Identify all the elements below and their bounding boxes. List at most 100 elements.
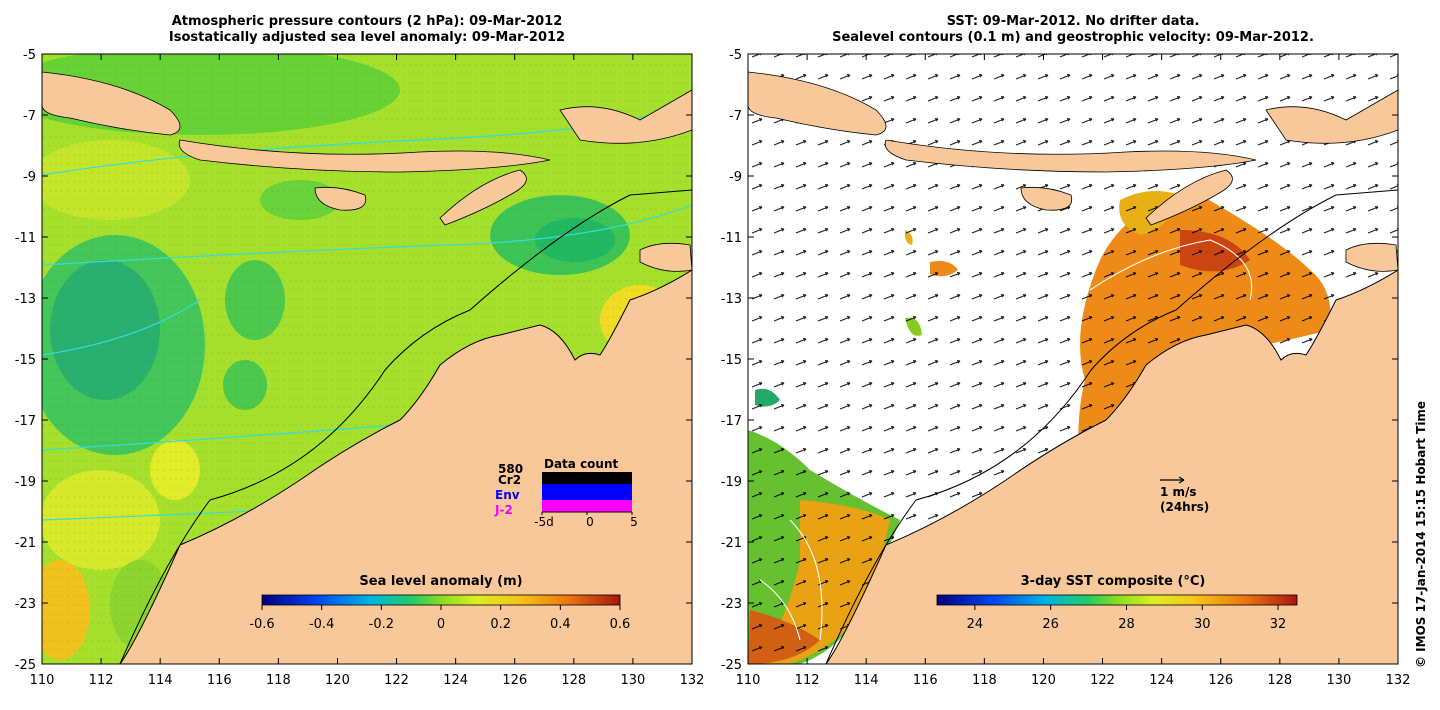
y-tick-label: -11 bbox=[721, 231, 742, 246]
island-east bbox=[559, 89, 692, 144]
y-tick-label: -5 bbox=[729, 48, 742, 63]
data-count-inset: Data count 580 Cr2 Env J-2 -5d 0 5 bbox=[494, 457, 638, 529]
x-tick-label: 116 bbox=[913, 673, 938, 688]
x-tick-label: 110 bbox=[736, 673, 761, 688]
y-tick-label: -17 bbox=[721, 414, 742, 429]
x-tick-label: 110 bbox=[30, 673, 55, 688]
island-sumba bbox=[314, 186, 367, 211]
colorbar-tick-label: 26 bbox=[1042, 617, 1059, 632]
x-tick-label: 130 bbox=[1326, 673, 1351, 688]
island-tanimbar bbox=[639, 242, 692, 272]
colorbar-tick-label: 32 bbox=[1270, 617, 1287, 632]
y-tick-label: -7 bbox=[729, 109, 742, 124]
x-tick-label: 116 bbox=[207, 673, 232, 688]
data-count-label-cr2: Cr2 bbox=[498, 473, 521, 487]
y-tick-label: -15 bbox=[15, 353, 36, 368]
island-timor bbox=[439, 169, 527, 226]
island-java bbox=[42, 71, 181, 136]
x-tick-label: 114 bbox=[854, 673, 879, 688]
y-tick-label: -5 bbox=[23, 48, 36, 63]
y-tick-label: -13 bbox=[721, 292, 742, 307]
colorbar-tick-label: 0.4 bbox=[550, 617, 571, 632]
bathymetry-contour bbox=[825, 189, 1398, 664]
x-tick-label: 112 bbox=[89, 673, 114, 688]
right-title-line1: SST: 09-Mar-2012. No drifter data. bbox=[946, 14, 1200, 29]
credit-text: © IMOS 17-Jan-2014 15:15 Hobart Time bbox=[1414, 400, 1428, 668]
left-colorbar bbox=[261, 594, 621, 606]
colorbar-tick-label: 24 bbox=[967, 617, 984, 632]
colorbar-tick-label: 0 bbox=[437, 617, 445, 632]
x-tick-label: 124 bbox=[443, 673, 468, 688]
x-tick-label: 132 bbox=[680, 673, 705, 688]
x-tick-label: 120 bbox=[325, 673, 350, 688]
y-tick-label: -11 bbox=[15, 231, 36, 246]
y-tick-label: -19 bbox=[15, 475, 36, 490]
bathymetry-contour bbox=[119, 189, 692, 664]
island-chain bbox=[178, 139, 551, 173]
velocity-scale-sublabel: (24hrs) bbox=[1160, 500, 1209, 514]
y-tick-label: -9 bbox=[23, 170, 36, 185]
colorbar-tick-label: -0.4 bbox=[309, 617, 334, 632]
x-tick-label: 126 bbox=[502, 673, 527, 688]
sealevel-contour bbox=[789, 519, 823, 641]
colorbar-tick-label: 0.2 bbox=[490, 617, 511, 632]
x-tick-label: 118 bbox=[972, 673, 997, 688]
x-tick-label: 124 bbox=[1149, 673, 1174, 688]
data-count-label-env: Env bbox=[495, 488, 520, 502]
australia-landmass bbox=[825, 269, 1398, 664]
sealevel-contour bbox=[1089, 239, 1253, 301]
y-tick-label: -17 bbox=[15, 414, 36, 429]
island-east bbox=[1265, 89, 1398, 144]
island-tanimbar bbox=[1345, 242, 1398, 272]
right-colorbar-label: 3-day SST composite (°C) bbox=[1021, 574, 1206, 589]
colorbar-tick-label: -0.6 bbox=[249, 617, 274, 632]
data-count-total: 580 bbox=[498, 462, 523, 476]
pressure-contour bbox=[42, 204, 692, 266]
island-timor bbox=[1145, 169, 1233, 226]
colorbar-tick-label: 0.6 bbox=[610, 617, 631, 632]
y-tick-label: -19 bbox=[721, 475, 742, 490]
y-tick-label: -15 bbox=[721, 353, 742, 368]
y-tick-label: -9 bbox=[729, 170, 742, 185]
y-tick-label: -13 bbox=[15, 292, 36, 307]
australia-landmass bbox=[119, 269, 692, 664]
y-tick-label: -23 bbox=[721, 597, 742, 612]
island-chain bbox=[884, 139, 1257, 173]
x-tick-label: 120 bbox=[1031, 673, 1056, 688]
x-tick-label: 122 bbox=[1090, 673, 1115, 688]
pressure-contour bbox=[42, 299, 201, 356]
y-tick-label: -25 bbox=[15, 658, 36, 673]
y-tick-label: -23 bbox=[15, 597, 36, 612]
left-colorbar-label: Sea level anomaly (m) bbox=[359, 574, 522, 589]
x-tick-label: 112 bbox=[795, 673, 820, 688]
data-count-label-j2: J-2 bbox=[494, 503, 513, 517]
y-tick-label: -7 bbox=[23, 109, 36, 124]
data-count-xtick: 0 bbox=[586, 515, 594, 529]
right-title-line2: Sealevel contours (0.1 m) and geostrophi… bbox=[832, 30, 1314, 45]
velocity-scale: 1 m/s (24hrs) bbox=[1160, 476, 1209, 514]
x-tick-label: 128 bbox=[561, 673, 586, 688]
colorbar-tick-label: 30 bbox=[1194, 617, 1211, 632]
x-tick-label: 126 bbox=[1208, 673, 1233, 688]
x-tick-label: 122 bbox=[384, 673, 409, 688]
data-count-xtick: -5d bbox=[534, 515, 554, 529]
data-count-title: Data count bbox=[544, 457, 619, 471]
x-tick-label: 114 bbox=[148, 673, 173, 688]
island-java bbox=[748, 71, 887, 136]
left-title-line2: Isostatically adjusted sea level anomaly… bbox=[168, 30, 566, 45]
x-tick-label: 130 bbox=[620, 673, 645, 688]
sealevel-contour bbox=[759, 579, 801, 641]
x-tick-label: 132 bbox=[1386, 673, 1411, 688]
data-count-xtick: 5 bbox=[630, 515, 638, 529]
velocity-scale-label: 1 m/s bbox=[1160, 485, 1197, 499]
y-tick-label: -25 bbox=[721, 658, 742, 673]
right-colorbar bbox=[936, 594, 1298, 606]
x-tick-label: 118 bbox=[266, 673, 291, 688]
x-tick-label: 128 bbox=[1267, 673, 1292, 688]
left-title-line1: Atmospheric pressure contours (2 hPa): 0… bbox=[171, 14, 563, 29]
y-tick-label: -21 bbox=[15, 536, 36, 551]
island-sumba bbox=[1020, 186, 1073, 211]
colorbar-tick-label: -0.2 bbox=[369, 617, 394, 632]
colorbar-tick-label: 28 bbox=[1118, 617, 1135, 632]
y-tick-label: -21 bbox=[721, 536, 742, 551]
